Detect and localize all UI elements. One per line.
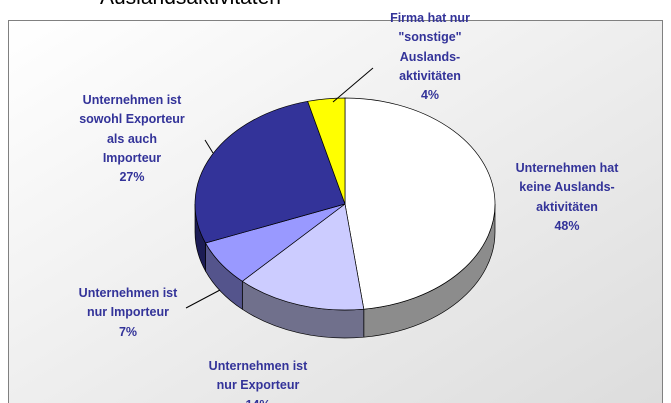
leader-line bbox=[332, 67, 374, 103]
value-label: 7% bbox=[118, 324, 138, 339]
slice bbox=[344, 97, 496, 310]
chart-title: Auslandsaktivitäten bbox=[100, 0, 281, 10]
category-label: Unternehmen hat keine Auslands- aktivitä… bbox=[515, 161, 619, 214]
slice bbox=[241, 203, 365, 311]
category-label: Unternehmen ist nur Importeur bbox=[78, 286, 178, 320]
value-label: 48% bbox=[554, 218, 580, 233]
data-label: Unternehmen hat keine Auslands- aktivitä… bbox=[482, 159, 652, 236]
value-label: 27% bbox=[119, 170, 145, 185]
category-label: Firma hat nur "sonstige" Auslands- aktiv… bbox=[390, 11, 470, 83]
category-label: Unternehmen ist sowohl Exporteur als auc… bbox=[79, 93, 185, 165]
slice bbox=[307, 97, 346, 205]
leader-line bbox=[204, 139, 214, 154]
data-label: Unternehmen ist nur Importeur 7% bbox=[43, 284, 213, 342]
value-label: 14% bbox=[173, 396, 343, 403]
slice bbox=[194, 100, 346, 244]
leader-line bbox=[185, 289, 221, 309]
category-label: Unternehmen ist nur Exporteur bbox=[208, 359, 308, 393]
data-label: Unternehmen ist sowohl Exporteur als auc… bbox=[47, 91, 217, 187]
data-label: Firma hat nur "sonstige" Auslands- aktiv… bbox=[345, 9, 515, 105]
data-label: Unternehmen ist nur Exporteur 14% bbox=[173, 357, 343, 403]
value-label: 4% bbox=[420, 88, 440, 103]
